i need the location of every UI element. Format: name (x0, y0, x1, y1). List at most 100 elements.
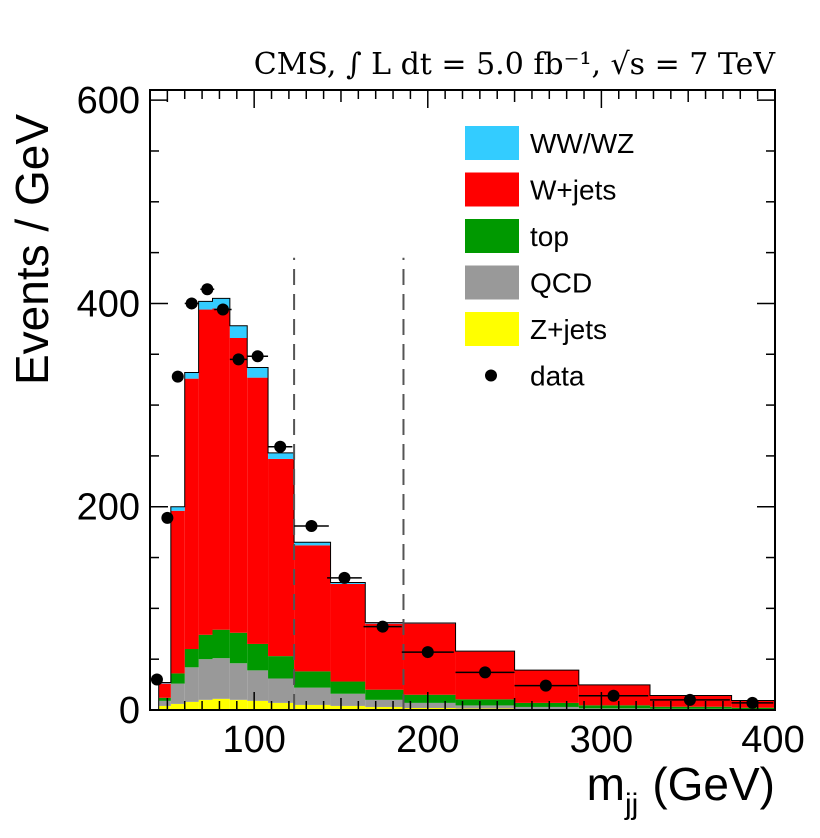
x-axis-title: mjj (GeV) (587, 758, 775, 821)
bar-top (212, 629, 230, 659)
x-tick-label: 100 (222, 719, 285, 761)
y-tick-label: 600 (77, 80, 140, 122)
signal-window-lines (293, 257, 405, 710)
bar-top (170, 673, 185, 684)
bar-z-jets (198, 699, 213, 710)
bar-ww-wz (247, 367, 269, 378)
data-point (274, 440, 287, 453)
bar-qcd (578, 708, 650, 710)
data-point (161, 511, 174, 524)
bar-w-jets (247, 377, 269, 644)
data-point (421, 646, 434, 659)
data-point (185, 297, 198, 310)
data-point (479, 666, 492, 679)
data-point (305, 520, 318, 533)
data-point (150, 673, 163, 686)
tick-labels: 100 200 300 400 0 200 400 600 (77, 80, 805, 761)
bar-ww-wz (268, 452, 295, 459)
y-tick-label: 400 (77, 283, 140, 325)
bar-ww-wz (170, 506, 185, 511)
bar-top (294, 671, 331, 688)
bar-top (330, 681, 366, 694)
legend-marker-data (485, 369, 497, 382)
bar-qcd (229, 663, 248, 700)
bar-top (455, 699, 515, 706)
bar-top (198, 634, 213, 660)
bar-top (650, 706, 732, 709)
bar-top (247, 643, 269, 671)
experiment-header: CMS, ∫ L dt = 5.0 fb⁻¹, √s = 7 TeV (254, 47, 777, 82)
legend-label-w-jets: W+jets (530, 175, 616, 206)
bar-top (403, 694, 456, 703)
bar-qcd (268, 678, 295, 703)
data-point (338, 571, 351, 584)
bar-qcd (212, 658, 230, 699)
axis-ticks (150, 90, 776, 711)
x-axis-subscript: jj (624, 788, 638, 821)
bar-top (158, 697, 171, 701)
legend: WW/WZ W+jets top QCD Z+jets data (465, 126, 634, 392)
bar-z-jets (330, 705, 366, 710)
bar-top (184, 649, 199, 668)
bar-z-jets (247, 700, 269, 710)
y-tick-label: 0 (119, 690, 140, 732)
bar-qcd (158, 700, 171, 706)
data-point (216, 303, 229, 316)
data-point (683, 693, 696, 706)
legend-label-qcd: QCD (530, 268, 592, 299)
legend-label-top: top (530, 221, 569, 252)
x-axis-symbol: m (587, 758, 625, 810)
bar-w-jets (170, 510, 185, 674)
bar-top (365, 689, 404, 700)
bar-z-jets (170, 703, 185, 710)
bar-z-jets (403, 707, 456, 710)
y-axis-title: Events / GeV (6, 114, 58, 385)
data-point (539, 679, 552, 692)
bar-top (229, 632, 248, 664)
legend-label-ww-wz: WW/WZ (530, 128, 634, 159)
bar-ww-wz (158, 682, 171, 684)
bar-w-jets (158, 683, 171, 698)
bar-ww-wz (229, 325, 248, 338)
legend-swatch-ww-wz (465, 126, 519, 160)
data-point (607, 689, 620, 702)
bar-ww-wz (184, 372, 199, 379)
bar-w-jets (330, 583, 366, 682)
bar-w-jets (268, 458, 295, 657)
data-point (746, 696, 759, 709)
bar-ww-wz (330, 582, 366, 584)
legend-swatch-w-jets (465, 172, 519, 207)
bar-qcd (330, 693, 366, 706)
bar-w-jets (212, 308, 230, 630)
x-axis-unit: (GeV) (652, 758, 775, 810)
y-tick-label: 200 (77, 487, 140, 529)
bar-qcd (455, 705, 515, 709)
data-point (201, 283, 214, 296)
bar-qcd (247, 670, 269, 701)
bar-top (578, 705, 650, 709)
data-points (150, 283, 774, 709)
legend-swatch-z-jets (465, 312, 519, 346)
bar-w-jets (229, 338, 248, 633)
x-tick-label: 300 (570, 719, 633, 761)
legend-swatch-top (465, 219, 519, 253)
x-tick-label: 400 (741, 719, 804, 761)
bar-qcd (514, 706, 579, 709)
data-point (232, 353, 245, 366)
bar-qcd (170, 683, 185, 704)
bar-top (268, 656, 295, 679)
bar-w-jets (365, 623, 404, 690)
legend-label-data: data (530, 361, 585, 392)
bar-z-jets (212, 698, 230, 710)
bar-z-jets (229, 699, 248, 710)
bar-z-jets (268, 702, 295, 710)
bar-z-jets (294, 704, 331, 710)
bar-w-jets (184, 378, 199, 650)
bar-qcd (294, 687, 331, 705)
bar-w-jets (294, 545, 331, 672)
legend-label-z-jets: Z+jets (530, 314, 607, 345)
bar-qcd (184, 667, 199, 702)
bar-top (514, 702, 579, 707)
bar-qcd (198, 659, 213, 700)
